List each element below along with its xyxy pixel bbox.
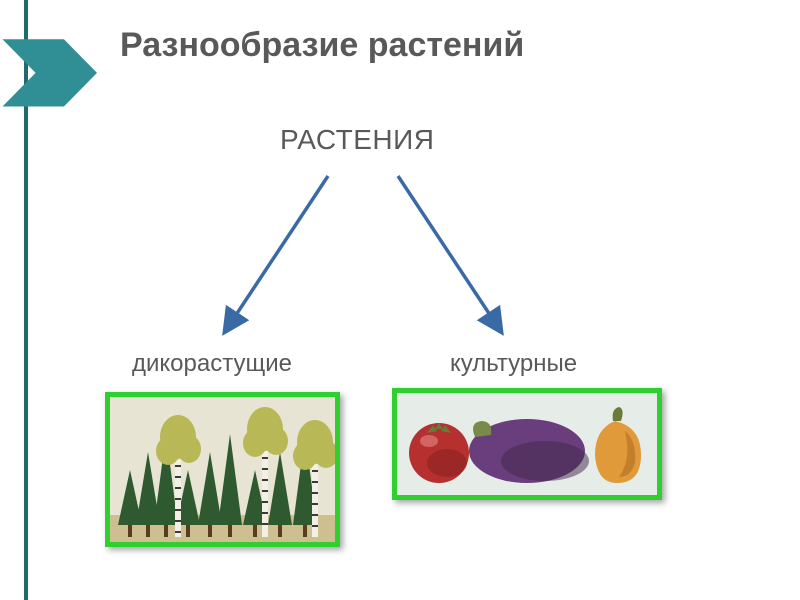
vegetables-icon: [397, 393, 657, 495]
page-title: Разнообразие растений: [120, 26, 524, 65]
forest-icon: [110, 397, 335, 542]
cultivated-plants-image: [392, 388, 662, 500]
wild-plants-image: [105, 392, 340, 547]
branch-label-cultivated: культурные: [450, 350, 577, 378]
root-node-label: РАСТЕНИЯ: [280, 124, 435, 156]
branch-label-wild: дикорастущие: [132, 350, 292, 378]
